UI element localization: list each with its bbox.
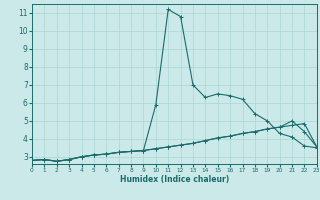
X-axis label: Humidex (Indice chaleur): Humidex (Indice chaleur)	[120, 175, 229, 184]
